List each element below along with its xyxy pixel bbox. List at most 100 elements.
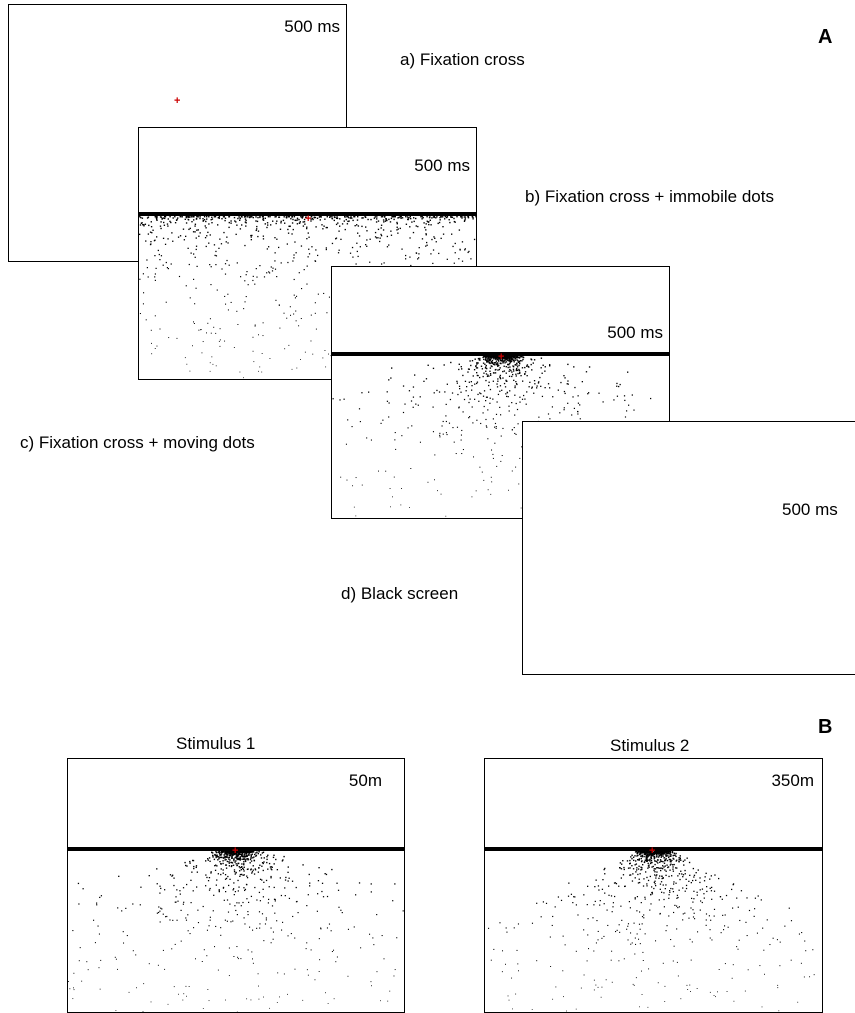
dot — [418, 253, 419, 254]
dot — [171, 232, 172, 233]
dot — [194, 225, 195, 226]
dot — [777, 987, 778, 988]
dot — [157, 913, 158, 914]
dot — [203, 906, 204, 907]
dot — [259, 367, 260, 368]
dot — [660, 859, 661, 860]
dot — [545, 366, 546, 367]
dot — [267, 248, 268, 249]
dot — [617, 930, 618, 931]
dot — [167, 223, 168, 224]
dot — [410, 218, 411, 219]
dot — [378, 220, 379, 221]
dot — [629, 875, 630, 876]
dot — [146, 319, 147, 320]
dot — [456, 381, 457, 382]
dot — [664, 906, 665, 907]
dot — [552, 396, 553, 397]
dot — [331, 930, 332, 931]
dot — [281, 262, 282, 263]
dot — [504, 370, 505, 371]
dot — [173, 217, 174, 218]
dot — [665, 986, 666, 987]
dot — [100, 960, 101, 961]
dot — [612, 911, 613, 912]
dot — [471, 385, 472, 386]
dot — [266, 919, 267, 920]
dot — [623, 874, 624, 875]
dot — [221, 868, 222, 869]
dot — [307, 266, 308, 267]
dot — [385, 218, 386, 219]
dot — [281, 221, 282, 222]
dot — [256, 230, 257, 231]
dot — [671, 875, 672, 876]
dot — [683, 913, 684, 914]
dot — [220, 339, 221, 340]
dot — [204, 949, 205, 950]
dot — [255, 216, 256, 217]
dot — [216, 857, 217, 858]
dot — [191, 253, 192, 254]
dot — [710, 888, 711, 889]
dot — [638, 866, 639, 867]
dot — [239, 854, 240, 855]
dot — [684, 859, 685, 860]
dot — [287, 243, 288, 244]
dot — [143, 224, 144, 225]
dot — [266, 859, 267, 860]
dot — [240, 276, 241, 277]
dot — [283, 856, 284, 857]
dot — [479, 392, 480, 393]
dot — [741, 890, 742, 891]
dot — [508, 358, 509, 359]
dot — [461, 366, 462, 367]
dot — [234, 217, 235, 218]
dot — [190, 371, 191, 372]
dot — [472, 360, 473, 361]
dot — [665, 884, 666, 885]
dot — [472, 422, 473, 423]
dot — [210, 888, 211, 889]
dot — [649, 910, 650, 911]
dot — [309, 253, 310, 254]
dot — [463, 449, 464, 450]
dot — [478, 358, 479, 359]
dot — [376, 221, 377, 222]
dot — [645, 854, 646, 855]
dot — [280, 222, 281, 223]
dot — [426, 378, 427, 379]
dot — [645, 899, 646, 900]
dot — [633, 857, 634, 858]
dot — [229, 975, 230, 976]
dot — [159, 911, 160, 912]
dot — [513, 357, 514, 358]
dot — [677, 895, 678, 896]
dot — [242, 852, 243, 853]
dot — [682, 919, 683, 920]
dot — [586, 371, 587, 372]
dot — [222, 860, 223, 861]
dot — [669, 890, 670, 891]
dot — [381, 227, 382, 228]
dot — [702, 902, 703, 903]
dot — [228, 885, 229, 886]
dot — [276, 276, 277, 277]
dot — [228, 309, 229, 310]
dot — [308, 256, 309, 257]
dot — [692, 909, 693, 910]
dot — [247, 868, 248, 869]
dot — [580, 418, 581, 419]
dot — [355, 894, 356, 895]
dot — [784, 926, 785, 927]
dot — [158, 912, 159, 913]
dot — [577, 413, 578, 414]
dot — [371, 985, 372, 986]
dot — [529, 386, 530, 387]
dot — [518, 970, 519, 971]
dot — [276, 223, 277, 224]
dot — [230, 851, 231, 852]
dot — [265, 923, 266, 924]
fixation-cross-icon: + — [174, 96, 180, 107]
dot — [164, 889, 165, 890]
